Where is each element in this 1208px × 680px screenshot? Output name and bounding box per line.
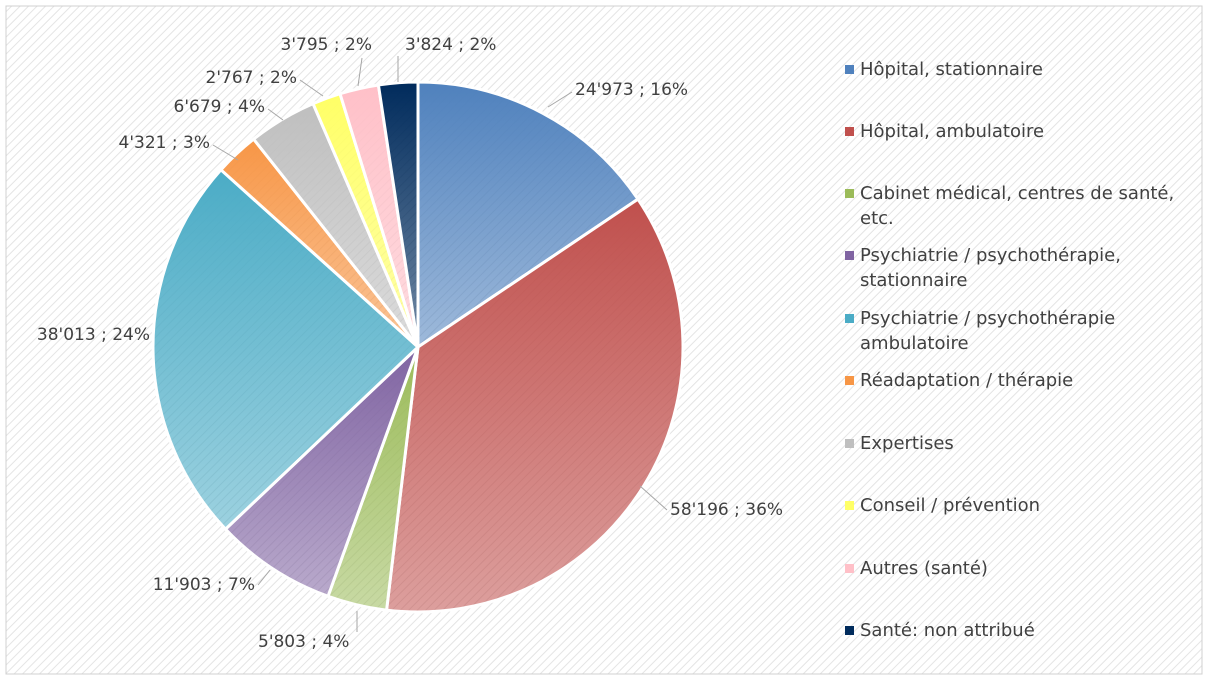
legend-swatch — [845, 376, 854, 385]
legend-label: Psychiatrie / psychothérapie, stationnai… — [860, 245, 1121, 291]
legend-label: Psychiatrie / psychothérapie ambulatoire — [860, 308, 1116, 354]
data-label: 2'767 ; 2% — [206, 68, 297, 88]
data-label: 3'795 ; 2% — [281, 35, 372, 55]
legend-swatch — [845, 189, 854, 198]
leader-line — [357, 57, 363, 87]
legend-swatch — [845, 251, 854, 260]
legend-label: Cabinet médical, centres de santé, etc. — [860, 183, 1175, 229]
leader-line — [267, 108, 284, 121]
leader-line — [212, 144, 239, 161]
legend-label: Réadaptation / thérapie — [860, 370, 1074, 391]
pie-slice — [416, 80, 641, 350]
data-label: 24'973 ; 16% — [575, 80, 688, 100]
legend-swatch — [845, 439, 854, 448]
legend-swatch — [845, 314, 854, 323]
leader-line — [299, 79, 324, 97]
data-label: 3'824 ; 2% — [405, 35, 496, 55]
legend-label: Autres (santé) — [860, 558, 988, 579]
data-label: 6'679 ; 4% — [174, 97, 265, 117]
legend-swatch — [845, 127, 854, 136]
data-label: 11'903 ; 7% — [153, 575, 255, 595]
data-label: 38'013 ; 24% — [37, 325, 150, 345]
pie: 24'973 ; 16% 58'196 ; 36% 5'803 ; 4% 11'903… — [37, 35, 783, 652]
data-label: 58'196 ; 36% — [670, 500, 783, 520]
legend-label: Expertises — [860, 433, 954, 454]
leader-line — [639, 485, 668, 511]
legend-label: Conseil / prévention — [860, 495, 1041, 516]
legend-swatch — [845, 626, 854, 635]
legend-swatch — [845, 564, 854, 573]
legend-label: Hôpital, ambulatoire — [860, 121, 1045, 142]
legend-label: Santé: non attribué — [860, 620, 1035, 641]
pie-slice — [376, 80, 420, 348]
leader-line — [257, 569, 271, 586]
pie-slice — [151, 167, 421, 532]
pie-slice — [384, 197, 685, 614]
data-label: 5'803 ; 4% — [258, 632, 349, 652]
data-label: 4'321 ; 3% — [119, 133, 210, 153]
pie-slice — [223, 345, 420, 599]
leader-line — [547, 91, 573, 108]
legend-label: Hôpital, stationnaire — [860, 59, 1043, 80]
legend-swatch — [845, 501, 854, 510]
legend-swatch — [845, 65, 854, 74]
